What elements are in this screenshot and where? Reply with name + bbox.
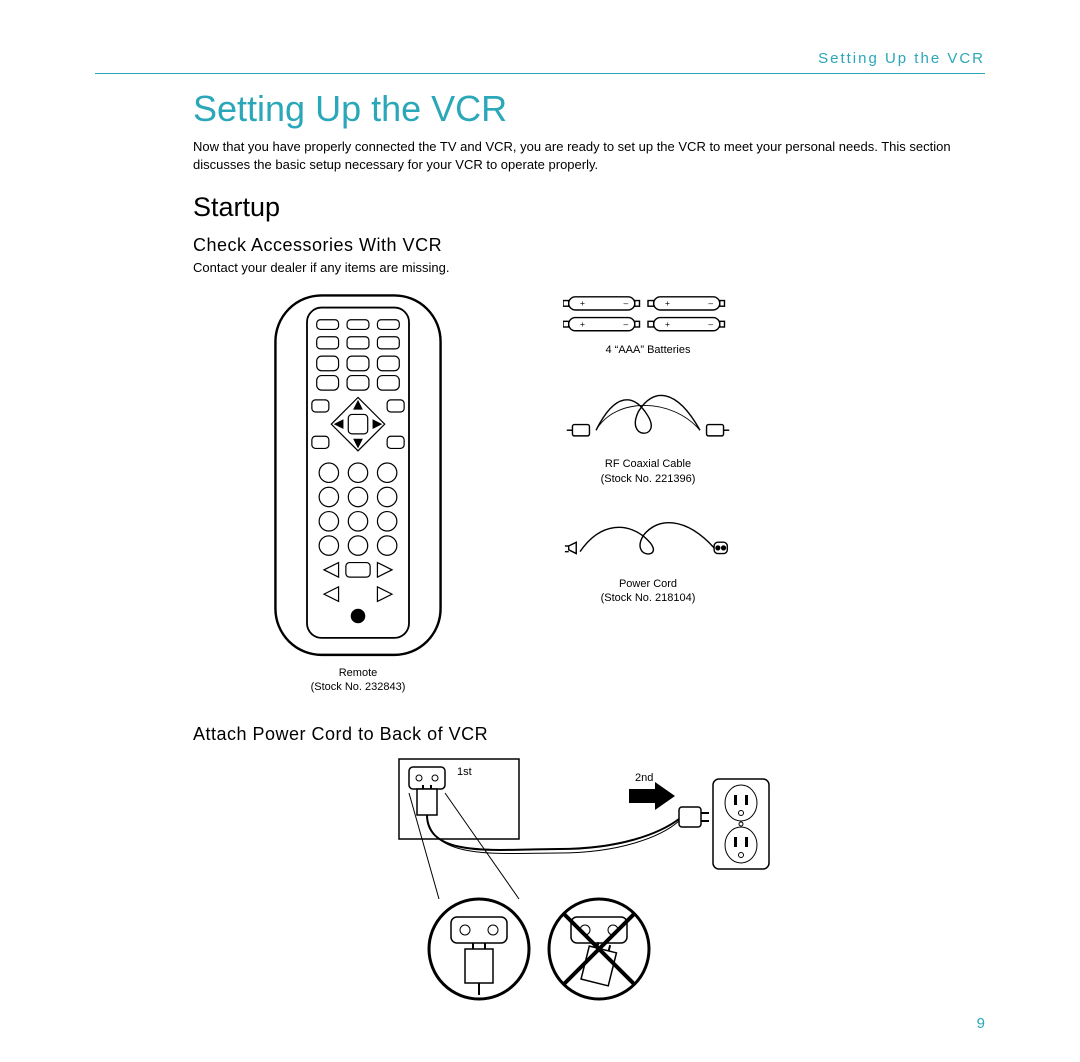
rf-cable-block: RF Coaxial Cable (Stock No. 221396) <box>563 383 733 486</box>
power-cord-label: Power Cord <box>619 578 677 590</box>
detail-correct-icon <box>429 899 529 999</box>
svg-text:–: – <box>623 319 628 329</box>
rf-cable-stock: (Stock No. 221396) <box>601 473 696 485</box>
svg-text:–: – <box>623 299 628 309</box>
right-column: + – + – + – + – 4 “AAA” Batteries <box>563 293 733 694</box>
horizontal-rule <box>95 73 985 74</box>
remote-caption: Remote (Stock No. 232843) <box>311 666 406 695</box>
step-2nd-label: 2nd <box>635 772 653 784</box>
batteries-icon: + – + – + – + – <box>563 293 733 335</box>
remote-label: Remote <box>339 667 378 679</box>
running-head: Setting Up the VCR <box>95 50 985 67</box>
batteries-block: + – + – + – + – 4 “AAA” Batteries <box>563 293 733 357</box>
page-number: 9 <box>977 1015 985 1032</box>
power-cord-icon <box>563 512 733 569</box>
intro-paragraph: Now that you have properly connected the… <box>193 138 985 174</box>
remote-icon <box>273 293 443 657</box>
power-cord-block: Power Cord (Stock No. 218104) <box>563 512 733 605</box>
svg-text:+: + <box>580 319 585 329</box>
svg-text:–: – <box>708 319 713 329</box>
detail-wrong-icon <box>549 899 649 999</box>
arrow-2nd-icon <box>629 782 675 810</box>
attach-diagram-wrap: 1st 2nd <box>193 749 985 1009</box>
batteries-label: 4 “AAA” Batteries <box>606 344 691 356</box>
page-title: Setting Up the VCR <box>193 88 985 130</box>
svg-text:+: + <box>580 299 585 309</box>
power-cord-caption: Power Cord (Stock No. 218104) <box>601 577 696 606</box>
page: Setting Up the VCR Setting Up the VCR No… <box>0 0 1080 1062</box>
attach-diagram-icon: 1st 2nd <box>379 749 799 1009</box>
svg-text:–: – <box>708 299 713 309</box>
power-cord-stock: (Stock No. 218104) <box>601 592 696 604</box>
accessories-row: Remote (Stock No. 232843) <box>193 293 985 694</box>
rf-cable-caption: RF Coaxial Cable (Stock No. 221396) <box>601 457 696 486</box>
remote-column: Remote (Stock No. 232843) <box>273 293 443 694</box>
subsection-accessories: Check Accessories With VCR <box>193 235 985 256</box>
rf-cable-icon <box>563 383 733 449</box>
section-startup: Startup <box>193 192 985 223</box>
accessories-body: Contact your dealer if any items are mis… <box>193 260 985 275</box>
subsection-attach: Attach Power Cord to Back of VCR <box>193 724 985 745</box>
svg-text:+: + <box>665 319 670 329</box>
remote-stock: (Stock No. 232843) <box>311 681 406 693</box>
batteries-caption: 4 “AAA” Batteries <box>606 343 691 357</box>
content-area: Setting Up the VCR Now that you have pro… <box>95 88 985 1009</box>
rf-cable-label: RF Coaxial Cable <box>605 458 691 470</box>
svg-text:+: + <box>665 299 670 309</box>
step-1st-label: 1st <box>457 766 472 778</box>
